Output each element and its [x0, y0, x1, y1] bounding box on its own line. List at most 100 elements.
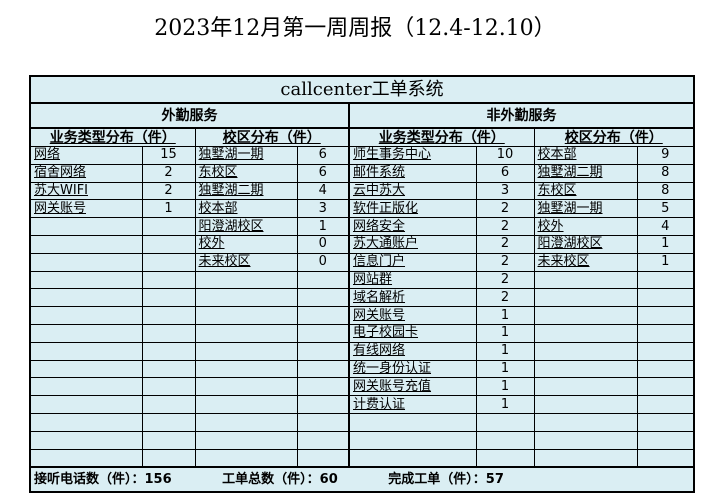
count-cell: [475, 430, 535, 450]
report-table: callcenter工单系统 外勤服务 非外勤服务 业务类型分布（件） 校区分布…: [29, 75, 695, 494]
count-cell: [636, 412, 695, 432]
name-cell: [533, 341, 638, 361]
count-cell: [296, 412, 350, 432]
table-row: 电子校园卡 1: [29, 323, 695, 343]
count-cell: 1: [475, 395, 535, 414]
count-cell: [636, 359, 695, 379]
count-cell: 2: [141, 163, 196, 183]
name-cell: [533, 448, 638, 468]
count-cell: [141, 234, 196, 254]
count-cell: [296, 341, 350, 361]
count-cell: [296, 359, 350, 379]
name-cell: 独墅湖一期: [194, 146, 298, 165]
count-cell: [141, 323, 196, 343]
count-cell: 15: [141, 146, 196, 165]
count-cell: 6: [475, 163, 535, 183]
table-row: 统一身份认证 1: [29, 359, 695, 379]
name-cell: [29, 377, 143, 397]
count-cell: [636, 377, 695, 397]
count-cell: 3: [296, 199, 350, 219]
name-cell: [29, 234, 143, 254]
name-cell: 统一身份认证: [348, 359, 477, 379]
count-cell: [296, 270, 350, 290]
name-cell: 师生事务中心: [348, 146, 477, 165]
tickets-completed: 完成工单（件）：57: [388, 471, 504, 487]
name-cell: 未来校区: [194, 252, 298, 272]
count-cell: 2: [475, 217, 535, 236]
count-cell: [636, 448, 695, 468]
count-cell: 2: [475, 252, 535, 272]
system-title: callcenter工单系统: [29, 75, 695, 104]
tickets-total: 工单总数（件）：60: [222, 471, 338, 487]
count-cell: 1: [636, 234, 695, 254]
name-cell: 软件正版化: [348, 199, 477, 219]
count-cell: 8: [636, 163, 695, 183]
count-cell: [141, 448, 196, 468]
name-cell: [29, 341, 143, 361]
table-row: 域名解析 2: [29, 288, 695, 308]
name-cell: 网络: [29, 146, 143, 165]
count-cell: [475, 412, 535, 432]
name-cell: [194, 448, 298, 468]
name-cell: [29, 448, 143, 468]
count-cell: 9: [636, 146, 695, 165]
name-cell: 网关账号充值: [348, 377, 477, 397]
name-cell: 云中苏大: [348, 181, 477, 201]
count-cell: [636, 430, 695, 450]
count-cell: [141, 430, 196, 450]
table-row: 有线网络 1: [29, 341, 695, 361]
count-cell: [296, 306, 350, 325]
name-cell: [533, 323, 638, 343]
count-cell: 1: [475, 377, 535, 397]
table-row: 网关账号 1 校本部 3 软件正版化 2 独墅湖一期 5: [29, 199, 695, 219]
name-cell: 独墅湖二期: [533, 163, 638, 183]
name-cell: [533, 359, 638, 379]
name-cell: [194, 395, 298, 414]
count-cell: [636, 395, 695, 414]
name-cell: [29, 270, 143, 290]
count-cell: [296, 395, 350, 414]
count-cell: 3: [475, 181, 535, 201]
name-cell: [29, 430, 143, 450]
count-cell: 10: [475, 146, 535, 165]
table-row: 计费认证 1: [29, 395, 695, 414]
table-row: 苏大WIFI 2 独墅湖二期 4 云中苏大 3 东校区 8: [29, 181, 695, 201]
table-row: [29, 412, 695, 432]
name-cell: 苏大通账户: [348, 234, 477, 254]
table-row: 校外 0 苏大通账户 2 阳澄湖校区 1: [29, 234, 695, 254]
count-cell: 1: [141, 199, 196, 219]
count-cell: 1: [296, 217, 350, 236]
field-service-header: 外勤服务: [29, 102, 350, 129]
count-cell: [636, 306, 695, 325]
count-cell: 8: [636, 181, 695, 201]
count-cell: 2: [475, 288, 535, 308]
name-cell: 计费认证: [348, 395, 477, 414]
count-cell: 6: [296, 163, 350, 183]
calls-count: 接听电话数（件）：156: [34, 471, 172, 487]
count-cell: 4: [296, 181, 350, 201]
name-cell: [29, 306, 143, 325]
count-cell: [141, 359, 196, 379]
count-cell: 5: [636, 199, 695, 219]
count-cell: [296, 323, 350, 343]
name-cell: [194, 341, 298, 361]
name-cell: [194, 359, 298, 379]
count-cell: [141, 377, 196, 397]
name-cell: [533, 288, 638, 308]
name-cell: [29, 217, 143, 236]
name-cell: [348, 448, 477, 468]
name-cell: 有线网络: [348, 341, 477, 361]
name-cell: 独墅湖一期: [533, 199, 638, 219]
name-cell: 电子校园卡: [348, 323, 477, 343]
name-cell: 校本部: [533, 146, 638, 165]
table-row: 未来校区 0 信息门户 2 未来校区 1: [29, 252, 695, 272]
name-cell: 信息门户: [348, 252, 477, 272]
count-cell: [636, 288, 695, 308]
count-cell: [141, 217, 196, 236]
nonfield-type-header: 业务类型分布（件）: [348, 127, 535, 147]
name-cell: 东校区: [194, 163, 298, 183]
name-cell: 独墅湖二期: [194, 181, 298, 201]
count-cell: 2: [475, 199, 535, 219]
table-row: 网站群 2: [29, 270, 695, 290]
count-cell: 1: [475, 359, 535, 379]
